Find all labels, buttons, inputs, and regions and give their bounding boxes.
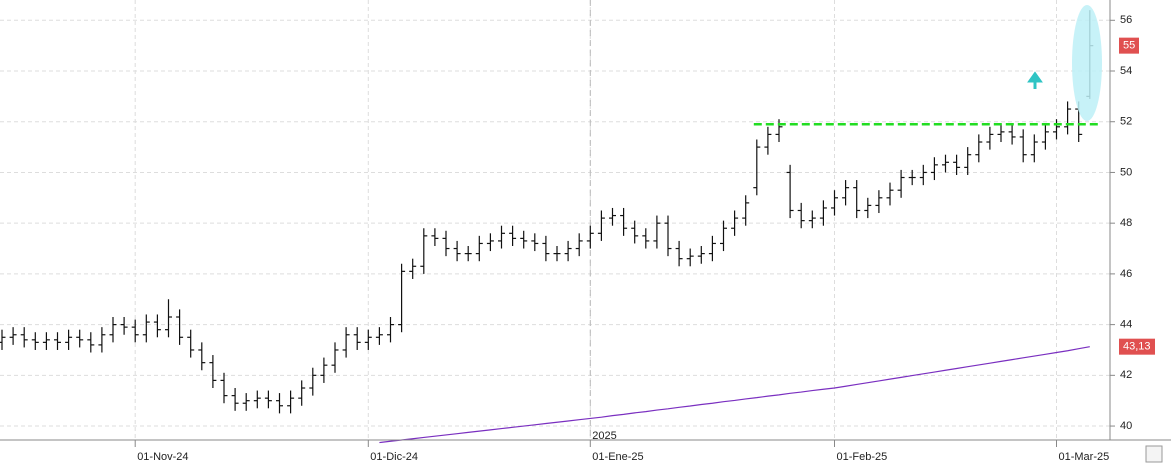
ma-tag	[1119, 338, 1155, 355]
y-tick-label: 44	[1120, 319, 1132, 331]
x-tick-label: 01-Mar-25	[1059, 451, 1110, 463]
x-tick-label: 01-Ene-25	[592, 451, 643, 463]
last-price-label: 55	[1123, 40, 1135, 52]
moving-average-line	[379, 346, 1090, 444]
y-tick-label: 56	[1120, 14, 1132, 26]
plot-area: 01-Nov-24 01-Dic-24 01-Ene-25 01-Feb-25 01-M…	[0, 0, 1110, 463]
y-tick-label: 54	[1120, 65, 1132, 77]
corner-button[interactable]	[1145, 445, 1163, 463]
y-tick-label: 48	[1120, 217, 1132, 229]
x-tick-label: 01-Feb-25	[837, 451, 888, 463]
axis-labels: 40 42 44 46 48 50 52 54 56 55 43,13	[1110, 14, 1155, 432]
up-arrow	[1027, 71, 1043, 89]
y-tick-label: 52	[1120, 116, 1132, 128]
x-tick-label: 01-Dic-24	[370, 451, 418, 463]
x-tick-label: 01-Nov-24	[137, 451, 188, 463]
last-price-tag	[1119, 37, 1139, 54]
y-tick-label: 40	[1120, 420, 1132, 432]
ma-label: 43,13	[1123, 341, 1151, 353]
y-tick-label: 42	[1120, 369, 1132, 381]
highlight-ellipse	[1072, 5, 1102, 121]
y-tick-label: 46	[1120, 268, 1132, 280]
y-tick-label: 50	[1120, 166, 1132, 178]
right-axis-panel	[1110, 0, 1171, 468]
year-label: 2025	[592, 430, 616, 442]
